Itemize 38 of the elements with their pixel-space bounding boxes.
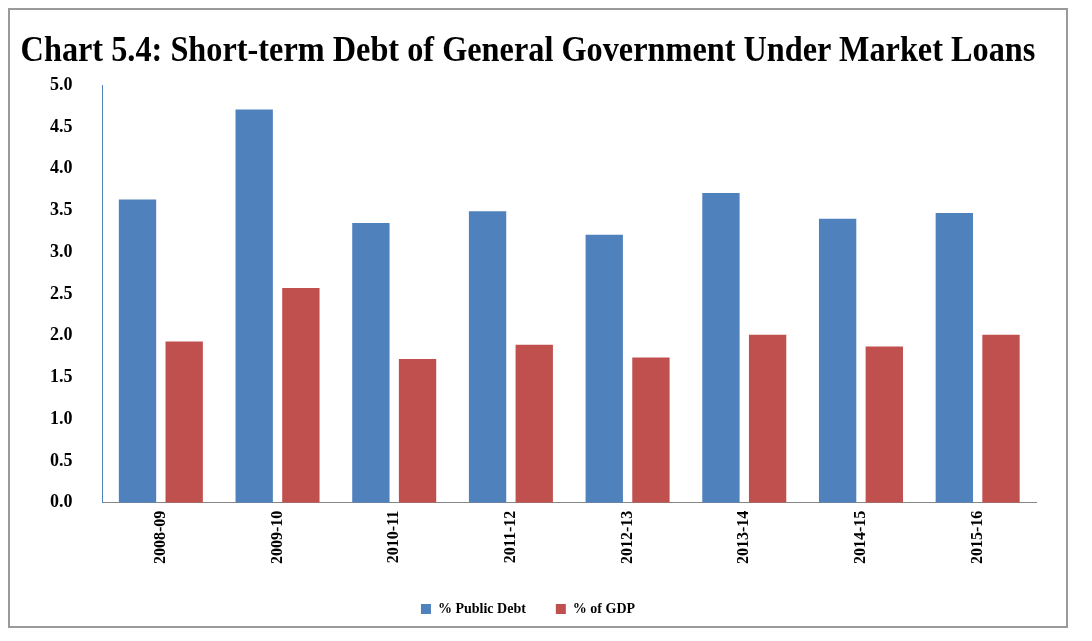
bar	[748, 334, 787, 503]
bar	[702, 192, 740, 503]
x-tick-label: 2012-13	[617, 510, 635, 564]
bar	[818, 218, 857, 503]
y-tick-label: 3.0	[50, 240, 73, 261]
y-tick-label: 1.0	[50, 407, 73, 428]
bar	[865, 346, 903, 503]
legend-label: % of GDP	[572, 600, 636, 616]
y-tick-label: 1.5	[50, 366, 73, 387]
legend-label: % Public Debt	[437, 600, 527, 616]
y-tick-label: 2.0	[50, 324, 73, 345]
bar	[282, 288, 320, 503]
bar	[515, 344, 553, 503]
y-tick-label: 4.5	[50, 115, 73, 136]
bar	[982, 334, 1020, 503]
chart-title: Chart 5.4: Short-term Debt of General Government Under Market Loans	[20, 29, 1036, 69]
bar	[165, 341, 203, 503]
bar	[118, 199, 157, 503]
x-tick-label: 2013-14	[734, 510, 752, 564]
y-tick-label: 3.5	[50, 199, 73, 220]
x-tick-label: 2009-10	[267, 510, 285, 564]
bar	[632, 357, 670, 503]
bar	[468, 211, 507, 503]
y-tick-label: 0.0	[50, 491, 73, 512]
y-tick-label: 2.5	[50, 282, 73, 303]
bar	[235, 109, 273, 503]
x-tick-label: 2008-09	[150, 510, 168, 564]
bar	[935, 212, 973, 503]
x-tick-label: 2014-15	[851, 510, 869, 564]
y-tick-label: 4.0	[50, 157, 73, 178]
bar	[585, 234, 623, 503]
x-tick-label: 2010-11	[384, 510, 402, 564]
x-tick-label: 2015-16	[967, 510, 985, 564]
x-tick-label: 2011-12	[501, 510, 519, 564]
bar	[352, 222, 390, 503]
bar	[398, 359, 437, 503]
y-tick-label: 0.5	[50, 449, 73, 470]
y-tick-label: 5.0	[50, 73, 73, 94]
